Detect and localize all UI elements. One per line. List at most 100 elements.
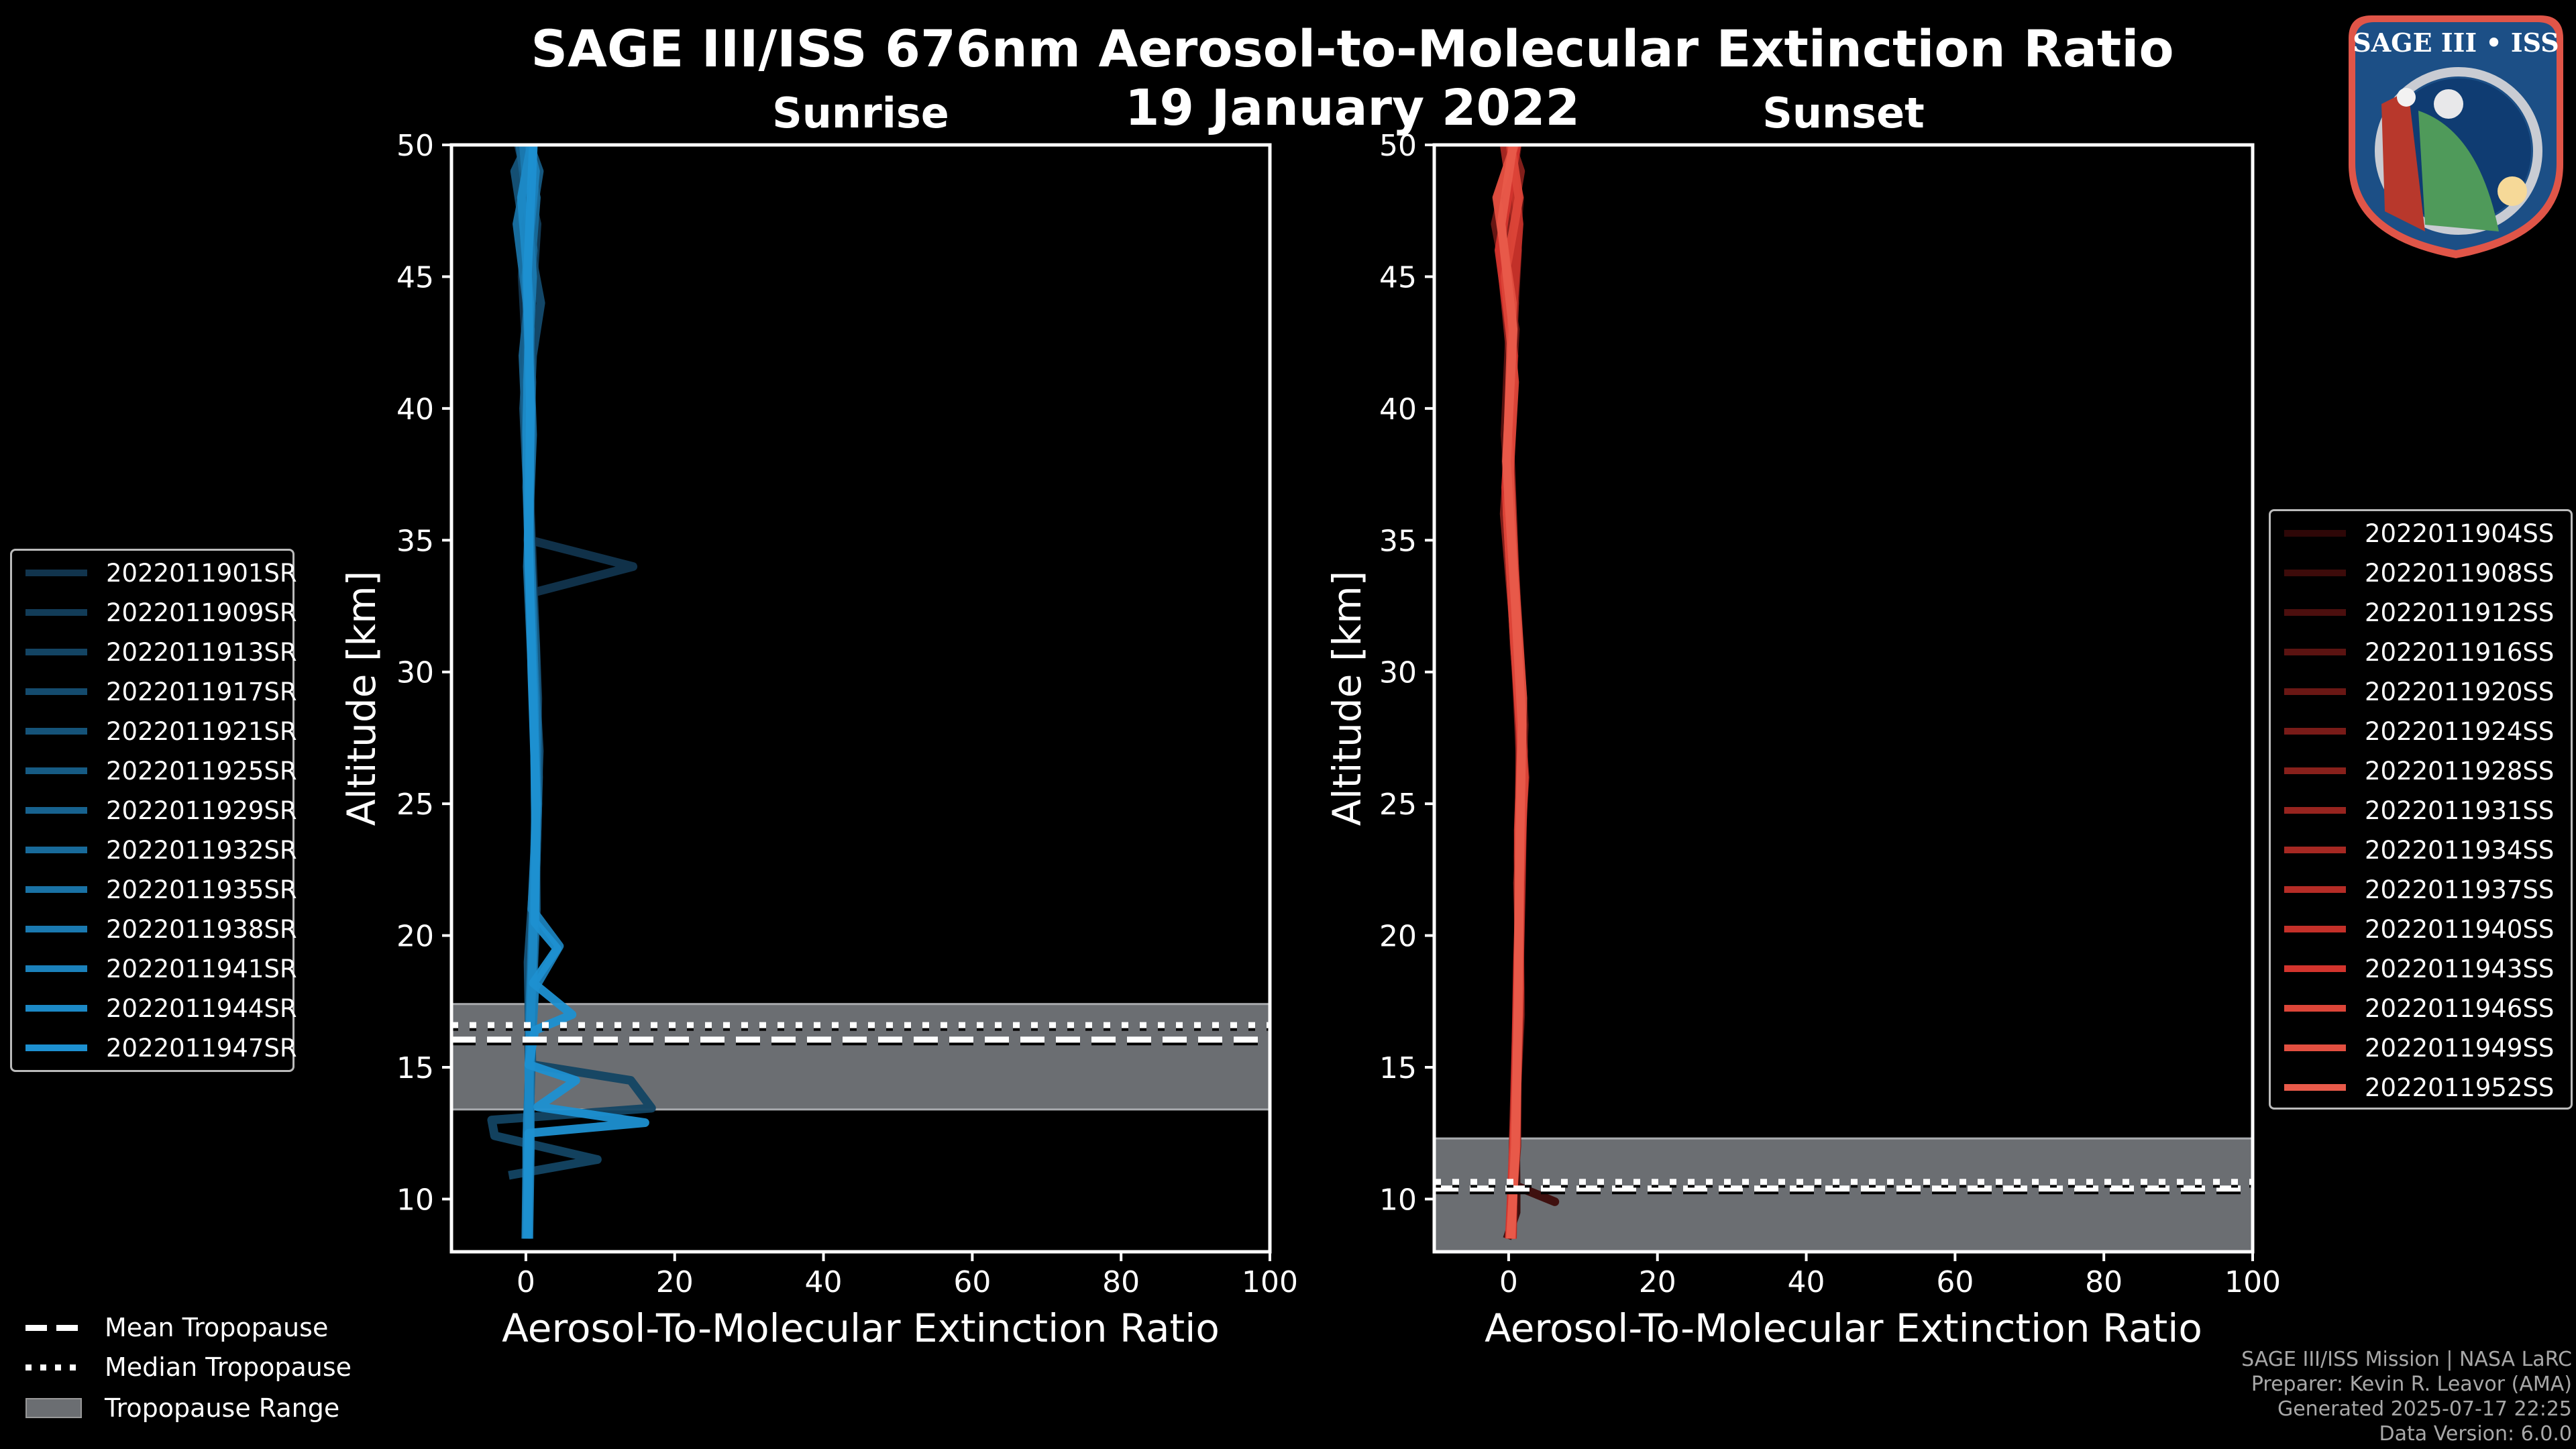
legend-label: 2022011943SS	[2365, 954, 2555, 983]
plot-frame	[1432, 143, 2255, 1254]
legend-label: 2022011920SS	[2365, 677, 2555, 706]
legend-label: 2022011912SS	[2365, 598, 2555, 627]
y-tick-label: 45	[396, 260, 434, 294]
legend-item: 2022011929SR	[12, 794, 297, 827]
legend-line-icon	[2284, 767, 2346, 774]
x-tick-label: 60	[953, 1265, 991, 1299]
legend-line-icon	[25, 570, 87, 576]
y-tick-label: 20	[1379, 920, 1417, 954]
y-tick-label: 25	[1379, 788, 1417, 822]
sage-iss-mission-logo: SAGE III • ISS	[2349, 15, 2563, 258]
legend-item: 2022011947SR	[12, 1031, 297, 1065]
legend-item: 2022011946SS	[2271, 991, 2554, 1025]
legend-item: 2022011938SR	[12, 912, 297, 946]
x-tick-label: 80	[1102, 1265, 1140, 1299]
y-tick-label: 35	[396, 524, 434, 558]
legend-label: 2022011921SR	[106, 716, 297, 746]
legend-label: 2022011937SS	[2365, 875, 2555, 904]
legend-label: 2022011931SS	[2365, 796, 2555, 825]
x-tick-label: 40	[1788, 1265, 1825, 1299]
sunset-plot: 0 20 40 60 80 100 10 15 20 25 30 35 40 45 50 Aerosol-To…	[1324, 129, 2281, 1351]
legend-item: 2022011935SR	[12, 873, 297, 906]
legend-item: 2022011941SR	[12, 952, 297, 985]
legend-item: 2022011944SR	[12, 991, 297, 1025]
y-tick-label: 40	[396, 392, 434, 427]
legend-line-icon	[2284, 688, 2346, 695]
footer-generated: Generated 2025-07-17 22:25	[2277, 1397, 2572, 1421]
legend-item: 2022011924SS	[2271, 714, 2554, 748]
legend-line-icon	[2284, 649, 2346, 655]
legend-item: 2022011940SS	[2271, 912, 2554, 946]
legend-item: 2022011909SR	[12, 596, 297, 629]
range-swatch-icon	[25, 1398, 82, 1418]
legend-item: 2022011943SS	[2271, 952, 2554, 985]
legend-label: Mean Tropopause	[105, 1313, 329, 1342]
legend-line-icon	[25, 847, 87, 853]
legend-label: 2022011941SR	[106, 954, 297, 983]
legend-item: 2022011921SR	[12, 714, 297, 748]
legend-label: 2022011944SR	[106, 994, 297, 1023]
plot-frame	[449, 143, 1272, 1254]
legend-line-icon	[25, 609, 87, 616]
logo-title: SAGE III • ISS	[2353, 28, 2559, 58]
legend-label: 2022011932SR	[106, 835, 297, 865]
y-tick-label: 20	[396, 920, 434, 954]
footer-mission: SAGE III/ISS Mission | NASA LaRC	[2241, 1348, 2572, 1371]
x-tick-label: 60	[1936, 1265, 1974, 1299]
y-tick-label: 15	[396, 1051, 434, 1085]
footer-credits: SAGE III/ISS Mission | NASA LaRC Prepare…	[2241, 1347, 2572, 1446]
legend-tropopause-range: Tropopause Range	[25, 1391, 339, 1425]
legend-line-icon	[25, 1005, 87, 1012]
legend-line-icon	[25, 767, 87, 774]
y-tick-label: 40	[1379, 392, 1417, 427]
legend-line-icon	[25, 886, 87, 893]
y-tick-label: 35	[1379, 524, 1417, 558]
legend-line-icon	[2284, 570, 2346, 576]
legend-line-icon	[2284, 609, 2346, 616]
legend-line-icon	[2284, 1084, 2346, 1091]
legend-item: 2022011925SR	[12, 754, 297, 788]
legend-item: 2022011952SS	[2271, 1071, 2554, 1104]
legend-line-icon	[2284, 926, 2346, 932]
legend-label: 2022011904SS	[2365, 519, 2555, 548]
y-tick-label: 10	[396, 1183, 434, 1217]
legend-item: 2022011908SS	[2271, 556, 2554, 590]
sunrise-panel-title: Sunrise	[772, 89, 949, 138]
y-tick-label: 50	[396, 129, 434, 163]
legend-label: 2022011908SS	[2365, 558, 2555, 588]
legend-label: Tropopause Range	[105, 1393, 340, 1423]
sunrise-plot: 0 20 40 60 80 100 10 15 20 25 30 35 40 45 50 Aerosol-To…	[339, 129, 1298, 1351]
legend-line-icon	[2284, 1005, 2346, 1012]
y-tick-label: 10	[1379, 1183, 1417, 1217]
legend-line-icon	[2284, 807, 2346, 814]
footer-data-version: Data Version: 6.0.0	[2379, 1422, 2572, 1446]
legend-line-icon	[2284, 1044, 2346, 1051]
legend-line-icon	[2284, 965, 2346, 972]
legend-line-icon	[2284, 847, 2346, 853]
legend-line-icon	[2284, 530, 2346, 537]
sunrise-legend: 2022011901SR 2022011909SR 2022011913SR 2022…	[10, 549, 297, 1072]
legend-item: 2022011917SR	[12, 675, 297, 708]
x-axis-label: Aerosol-To-Molecular Extinction Ratio	[502, 1305, 1220, 1351]
legend-label: 2022011924SS	[2365, 716, 2555, 746]
series-line-2022011947SR	[523, 145, 649, 1239]
legend-label: 2022011925SR	[106, 756, 297, 786]
legend-item: 2022011949SS	[2271, 1031, 2554, 1065]
legend-item: 2022011931SS	[2271, 794, 2554, 827]
legend-line-icon	[25, 965, 87, 972]
legend-line-icon	[25, 1044, 87, 1051]
legend-label: Median Tropopause	[105, 1352, 352, 1382]
dashed-line-icon	[25, 1318, 82, 1338]
legend-item: 2022011920SS	[2271, 675, 2554, 708]
legend-label: 2022011947SR	[106, 1033, 297, 1063]
legend-label: 2022011938SR	[106, 914, 297, 944]
legend-line-icon	[25, 649, 87, 655]
legend-item: 2022011932SR	[12, 833, 297, 867]
legend-line-icon	[25, 688, 87, 695]
legend-label: 2022011935SR	[106, 875, 297, 904]
x-tick-label: 80	[2085, 1265, 2123, 1299]
y-tick-label: 45	[1379, 260, 1417, 294]
sunset-legend: 2022011904SS 2022011908SS 2022011912SS 2022…	[2269, 509, 2573, 1110]
x-tick-label: 0	[517, 1265, 535, 1299]
figure-title: SAGE III/ISS 676nm Aerosol-to-Molecular …	[531, 19, 2174, 78]
